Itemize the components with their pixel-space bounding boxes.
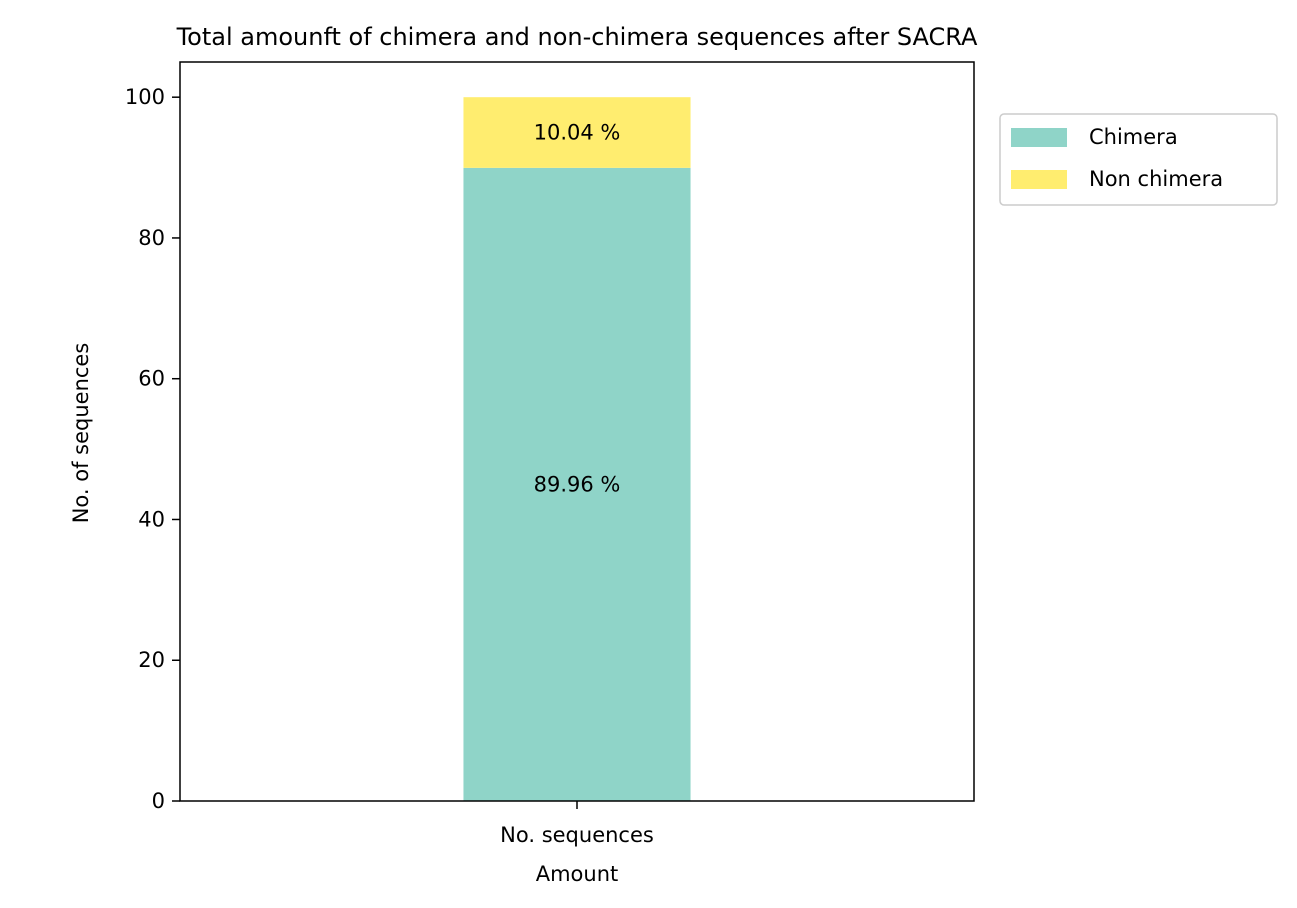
y-axis-label: No. of sequences [69, 343, 93, 524]
y-tick-label: 100 [125, 85, 165, 109]
y-tick-label: 0 [152, 789, 165, 813]
legend-label: Chimera [1089, 125, 1178, 149]
x-axis-ticks: No. sequences [500, 801, 654, 847]
legend-label: Non chimera [1089, 167, 1223, 191]
chart-title: Total amounft of chimera and non-chimera… [176, 23, 978, 51]
legend: Chimera Non chimera [999, 113, 1278, 206]
legend-entries: Chimera Non chimera [1011, 125, 1223, 191]
legend-swatch-chimera [1011, 128, 1067, 147]
legend-swatch-non-chimera [1011, 170, 1067, 189]
y-tick-label: 60 [138, 367, 165, 391]
bar-chimera [463, 167, 691, 801]
x-tick-label: No. sequences [500, 823, 654, 847]
bar-data-label: 89.96 % [534, 472, 621, 496]
bar-labels-layer: 89.96 % 10.04 % [534, 121, 621, 497]
bar-non-chimera [463, 97, 691, 168]
y-tick-label: 40 [138, 507, 165, 531]
y-tick-label: 80 [138, 226, 165, 250]
y-axis-ticks: 0 20 40 60 80 100 [125, 85, 180, 813]
bars-layer [463, 97, 691, 801]
x-axis-label: Amount [536, 862, 619, 886]
legend-frame [999, 113, 1278, 206]
bar-data-label: 10.04 % [534, 121, 621, 145]
y-tick-label: 20 [138, 648, 165, 672]
